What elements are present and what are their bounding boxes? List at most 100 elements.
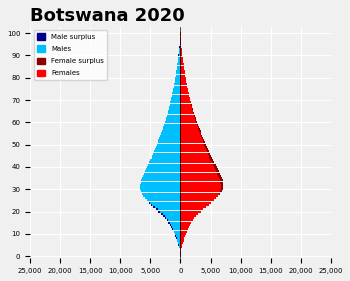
Bar [181, 121, 196, 123]
Bar [181, 215, 196, 217]
Bar [148, 164, 181, 166]
Bar [179, 52, 181, 54]
Bar [167, 219, 168, 221]
Bar [181, 128, 198, 130]
Bar [181, 50, 182, 52]
Bar [171, 99, 181, 101]
Bar [152, 204, 181, 206]
Bar [175, 77, 181, 79]
Bar [210, 159, 213, 161]
Bar [179, 48, 181, 50]
Bar [203, 139, 204, 141]
Bar [160, 210, 181, 212]
Bar [144, 173, 181, 175]
Bar [219, 193, 220, 195]
Bar [205, 146, 207, 148]
Bar [177, 64, 181, 65]
Bar [152, 157, 181, 159]
Bar [153, 155, 181, 157]
Bar [165, 217, 167, 219]
Bar [195, 119, 196, 121]
Bar [195, 117, 196, 119]
Bar [172, 92, 181, 94]
Bar [181, 117, 195, 119]
Bar [181, 153, 208, 155]
Bar [181, 64, 184, 65]
Bar [161, 133, 181, 135]
Bar [176, 237, 177, 239]
Bar [172, 226, 181, 228]
Text: Botswana 2020: Botswana 2020 [30, 7, 185, 25]
Bar [214, 166, 217, 168]
Bar [181, 70, 184, 72]
Bar [181, 52, 182, 54]
Bar [178, 59, 181, 61]
Bar [177, 237, 181, 239]
Bar [163, 215, 164, 217]
Bar [175, 79, 181, 81]
Bar [181, 130, 199, 132]
Bar [181, 81, 187, 83]
Bar [174, 231, 181, 233]
Bar [181, 231, 187, 233]
Bar [169, 108, 181, 110]
Bar [207, 150, 209, 152]
Bar [181, 112, 194, 114]
Bar [154, 150, 181, 152]
Bar [176, 72, 181, 74]
Bar [181, 226, 189, 228]
Bar [181, 233, 186, 235]
Bar [198, 128, 200, 130]
Bar [181, 182, 220, 183]
Bar [145, 197, 181, 199]
Bar [170, 103, 181, 106]
Bar [206, 148, 208, 150]
Bar [179, 246, 181, 248]
Bar [181, 179, 220, 181]
Bar [181, 168, 215, 170]
Bar [158, 139, 181, 141]
Bar [181, 177, 219, 179]
Bar [181, 57, 183, 59]
Bar [164, 124, 181, 126]
Bar [171, 224, 181, 226]
Bar [220, 182, 223, 183]
Bar [209, 155, 211, 157]
Bar [168, 110, 181, 112]
Bar [177, 68, 181, 70]
Bar [181, 88, 188, 90]
Bar [193, 110, 194, 112]
Legend: Male surplus, Males, Female surplus, Females: Male surplus, Males, Female surplus, Fem… [34, 30, 107, 80]
Bar [181, 97, 190, 99]
Bar [176, 70, 181, 72]
Bar [181, 90, 188, 92]
Bar [179, 244, 181, 246]
Bar [150, 159, 181, 161]
Bar [148, 201, 149, 204]
Bar [181, 92, 189, 94]
Bar [181, 170, 216, 173]
Bar [141, 179, 181, 181]
Bar [181, 204, 209, 206]
Bar [181, 48, 182, 50]
Bar [181, 150, 207, 152]
Bar [172, 95, 181, 97]
Bar [181, 175, 218, 177]
Bar [178, 242, 181, 244]
Bar [181, 66, 184, 68]
Bar [175, 233, 181, 235]
Bar [163, 126, 181, 128]
Bar [174, 83, 181, 85]
Bar [181, 193, 219, 195]
Bar [178, 57, 181, 59]
Bar [181, 72, 185, 74]
Bar [180, 46, 181, 47]
Bar [216, 170, 219, 173]
Bar [141, 191, 181, 192]
Bar [162, 128, 181, 130]
Bar [153, 206, 155, 208]
Bar [221, 184, 223, 186]
Bar [181, 173, 217, 175]
Bar [142, 177, 181, 179]
Bar [178, 61, 181, 63]
